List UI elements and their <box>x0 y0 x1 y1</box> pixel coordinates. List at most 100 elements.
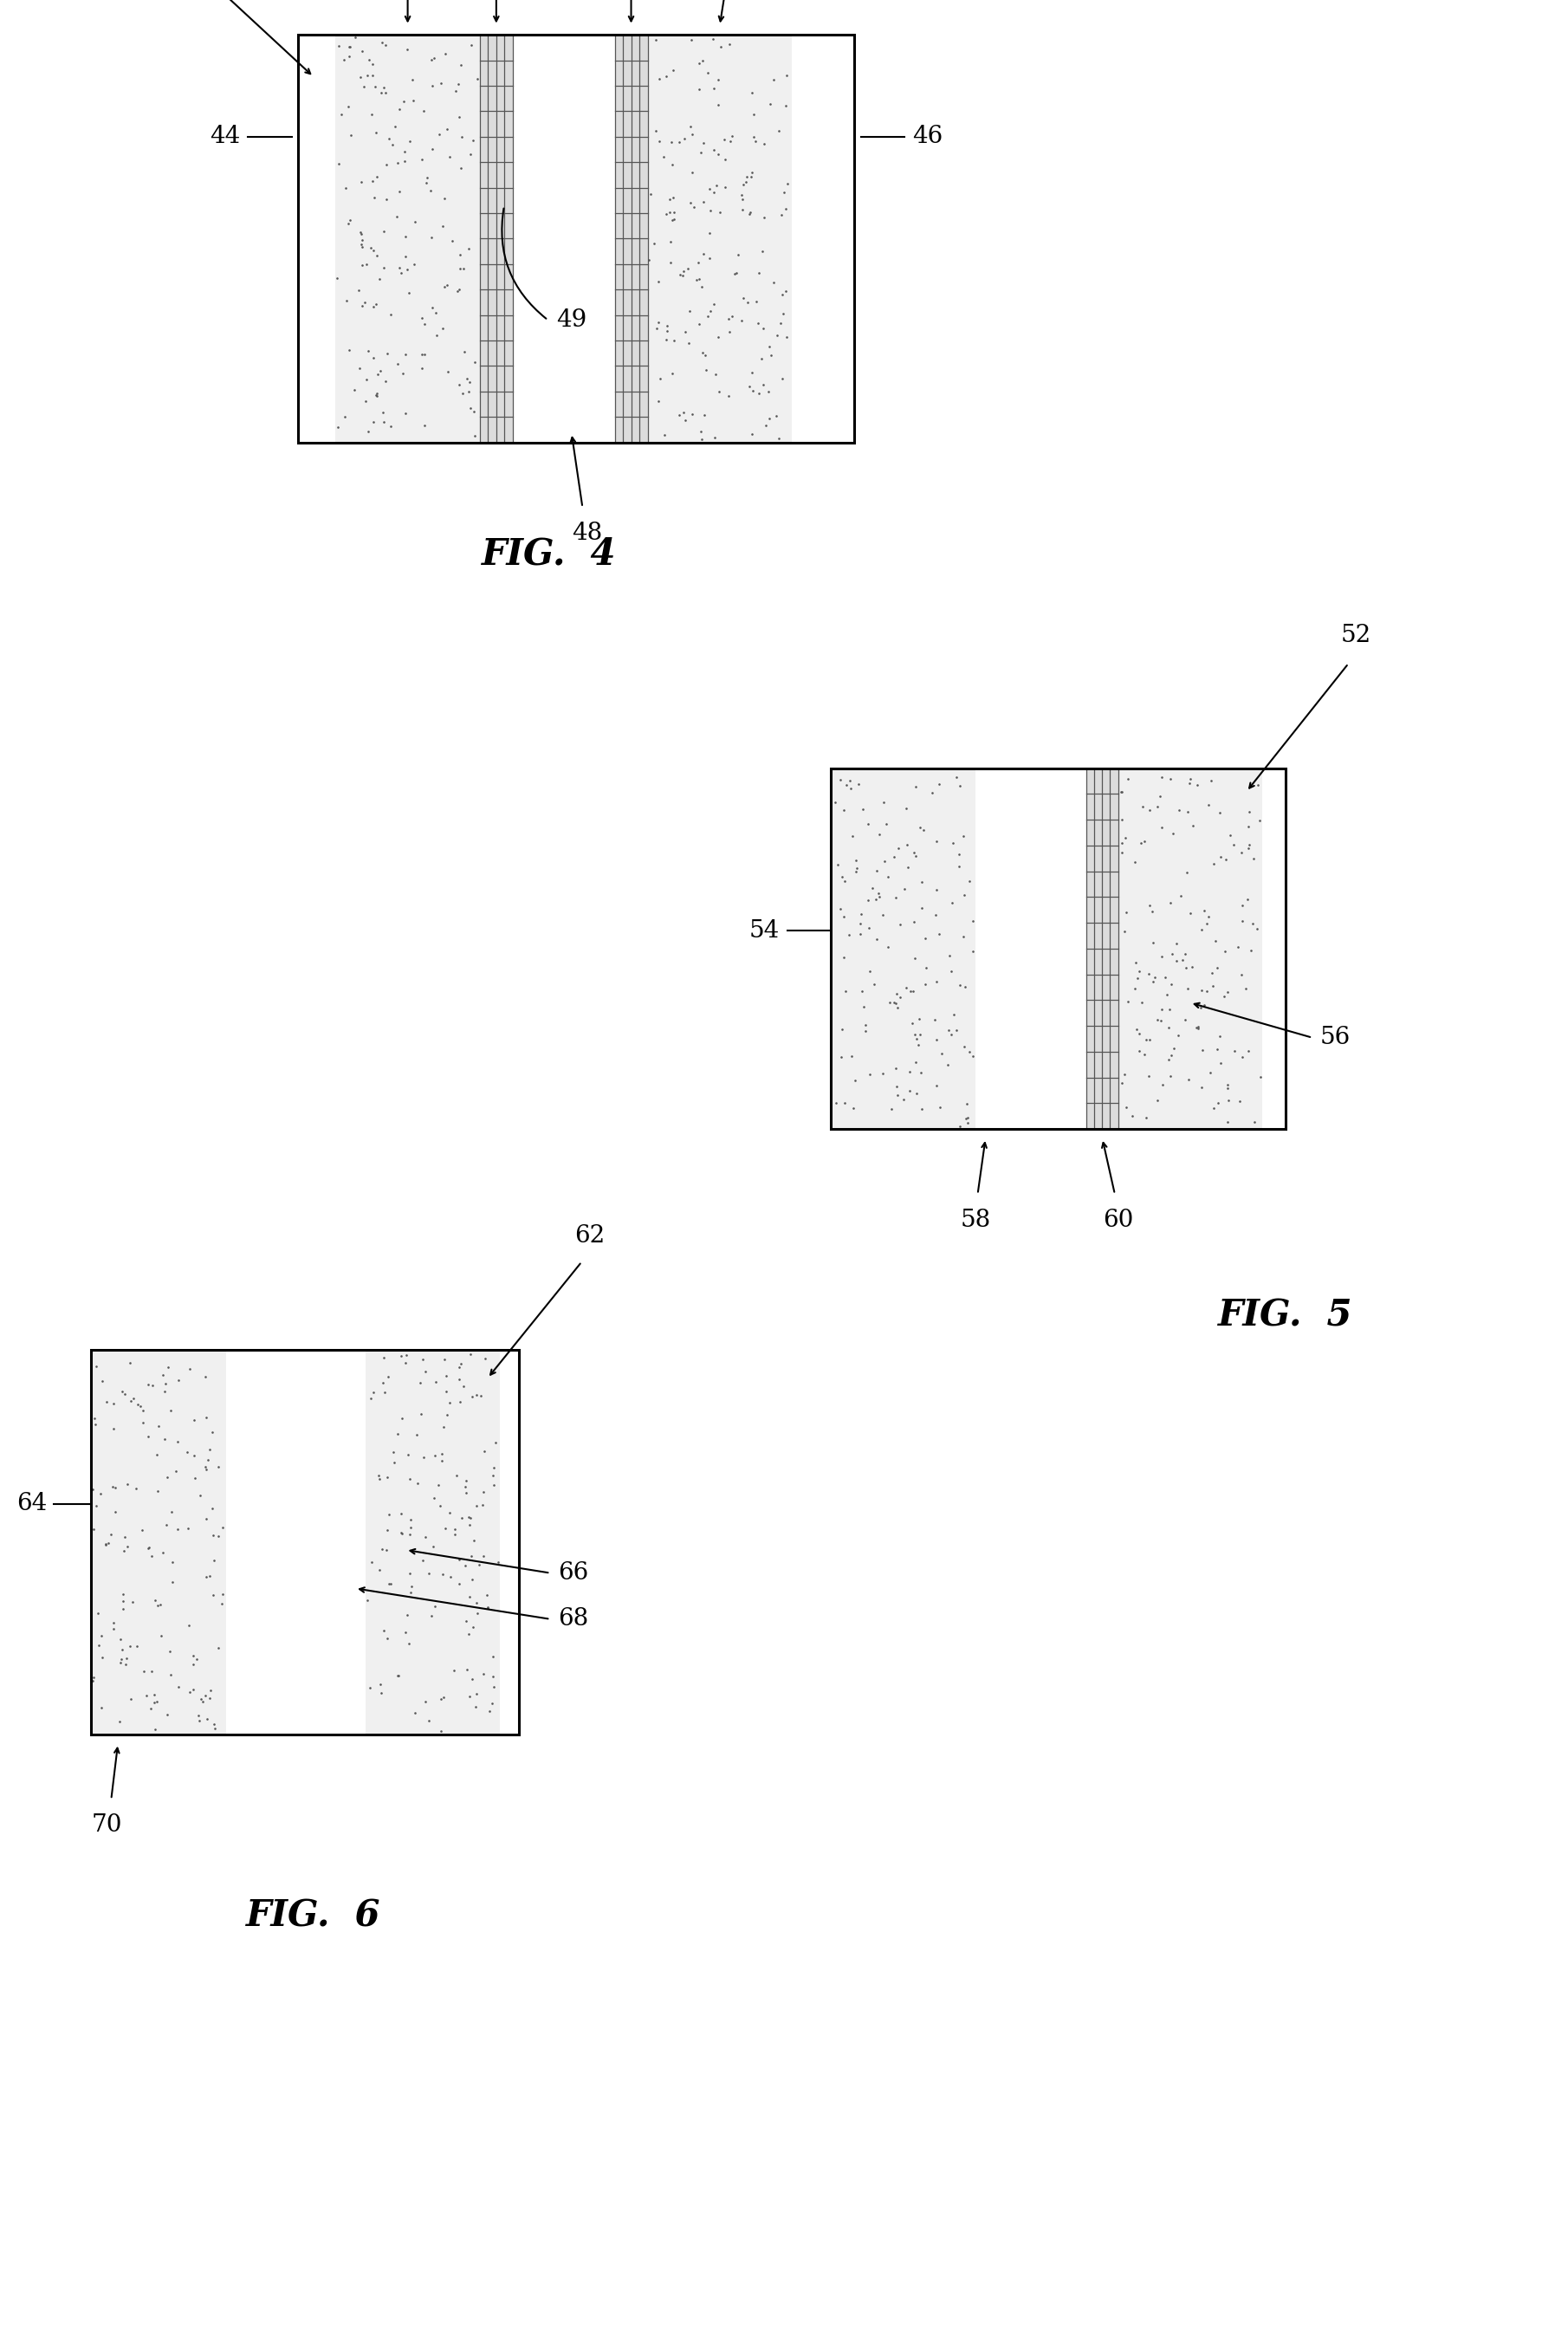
Point <box>364 158 389 196</box>
Point <box>1156 1041 1181 1078</box>
Point <box>127 1387 152 1425</box>
Point <box>1124 1010 1149 1048</box>
Point <box>367 261 392 298</box>
Point <box>412 1518 437 1555</box>
Point <box>638 175 663 212</box>
Point <box>944 1013 969 1050</box>
Point <box>765 317 790 354</box>
Point <box>475 1590 500 1627</box>
Point <box>409 335 434 372</box>
Point <box>737 368 762 405</box>
Text: 62: 62 <box>574 1225 605 1248</box>
Point <box>1145 789 1170 826</box>
Point <box>690 42 715 79</box>
Point <box>927 1090 952 1127</box>
Point <box>1157 885 1182 922</box>
Point <box>685 244 710 282</box>
Point <box>947 768 972 805</box>
Point <box>903 1015 928 1052</box>
Point <box>428 65 453 102</box>
Point <box>952 917 977 954</box>
Point <box>364 237 389 275</box>
Point <box>1134 1022 1159 1059</box>
Point <box>420 130 445 168</box>
Point <box>944 759 969 796</box>
Point <box>132 1653 157 1690</box>
Point <box>395 1436 420 1474</box>
Point <box>883 878 908 915</box>
Point <box>336 88 361 126</box>
Point <box>434 1397 459 1434</box>
Point <box>1204 1031 1229 1069</box>
Point <box>375 1457 400 1495</box>
Point <box>1214 840 1239 878</box>
Point <box>89 1362 114 1399</box>
Point <box>671 393 696 431</box>
Point <box>881 985 906 1022</box>
Point <box>395 1597 420 1634</box>
Point <box>414 163 439 200</box>
Point <box>447 1564 472 1602</box>
Point <box>420 1527 445 1564</box>
Point <box>909 889 935 927</box>
Point <box>839 1038 864 1076</box>
Point <box>456 363 481 400</box>
Point <box>177 1674 202 1711</box>
Point <box>165 1422 190 1460</box>
Point <box>89 1639 114 1676</box>
Point <box>1221 826 1247 864</box>
Point <box>726 237 751 275</box>
Point <box>373 26 398 63</box>
Point <box>898 973 924 1010</box>
Point <box>693 338 718 375</box>
Point <box>913 966 938 1003</box>
Point <box>1160 936 1185 973</box>
Point <box>376 1564 401 1602</box>
Point <box>897 1052 922 1090</box>
Point <box>1163 924 1189 961</box>
Point <box>455 1651 480 1688</box>
Point <box>188 1681 213 1718</box>
Point <box>351 68 376 105</box>
Point <box>431 1341 456 1378</box>
Point <box>825 847 850 885</box>
Point <box>354 247 379 284</box>
Point <box>361 1374 386 1411</box>
Point <box>695 54 720 91</box>
Point <box>1145 1083 1170 1120</box>
Point <box>1189 971 1214 1008</box>
Point <box>118 1627 143 1665</box>
Point <box>426 1467 452 1504</box>
Point <box>676 324 701 361</box>
Point <box>448 149 474 186</box>
Point <box>1248 1057 1273 1094</box>
Point <box>850 792 875 829</box>
Point <box>706 61 731 98</box>
Text: 64: 64 <box>17 1492 47 1516</box>
Point <box>176 1511 201 1548</box>
Point <box>1110 1064 1135 1101</box>
Point <box>679 107 704 144</box>
Point <box>420 68 445 105</box>
Point <box>750 233 775 270</box>
Point <box>903 838 928 875</box>
Point <box>183 1641 209 1678</box>
Point <box>434 265 459 303</box>
Point <box>356 42 381 79</box>
Point <box>666 396 691 433</box>
Point <box>856 805 881 843</box>
Point <box>395 30 420 68</box>
Point <box>1174 794 1200 831</box>
Point <box>154 1506 179 1543</box>
Point <box>1129 982 1154 1020</box>
Point <box>1204 950 1229 987</box>
Point <box>210 1576 235 1613</box>
Point <box>1237 826 1262 864</box>
Point <box>85 1595 110 1632</box>
Point <box>729 191 754 228</box>
Point <box>130 1392 155 1429</box>
Point <box>372 249 397 286</box>
Point <box>952 817 977 854</box>
Point <box>332 170 358 207</box>
Point <box>1159 1036 1184 1073</box>
